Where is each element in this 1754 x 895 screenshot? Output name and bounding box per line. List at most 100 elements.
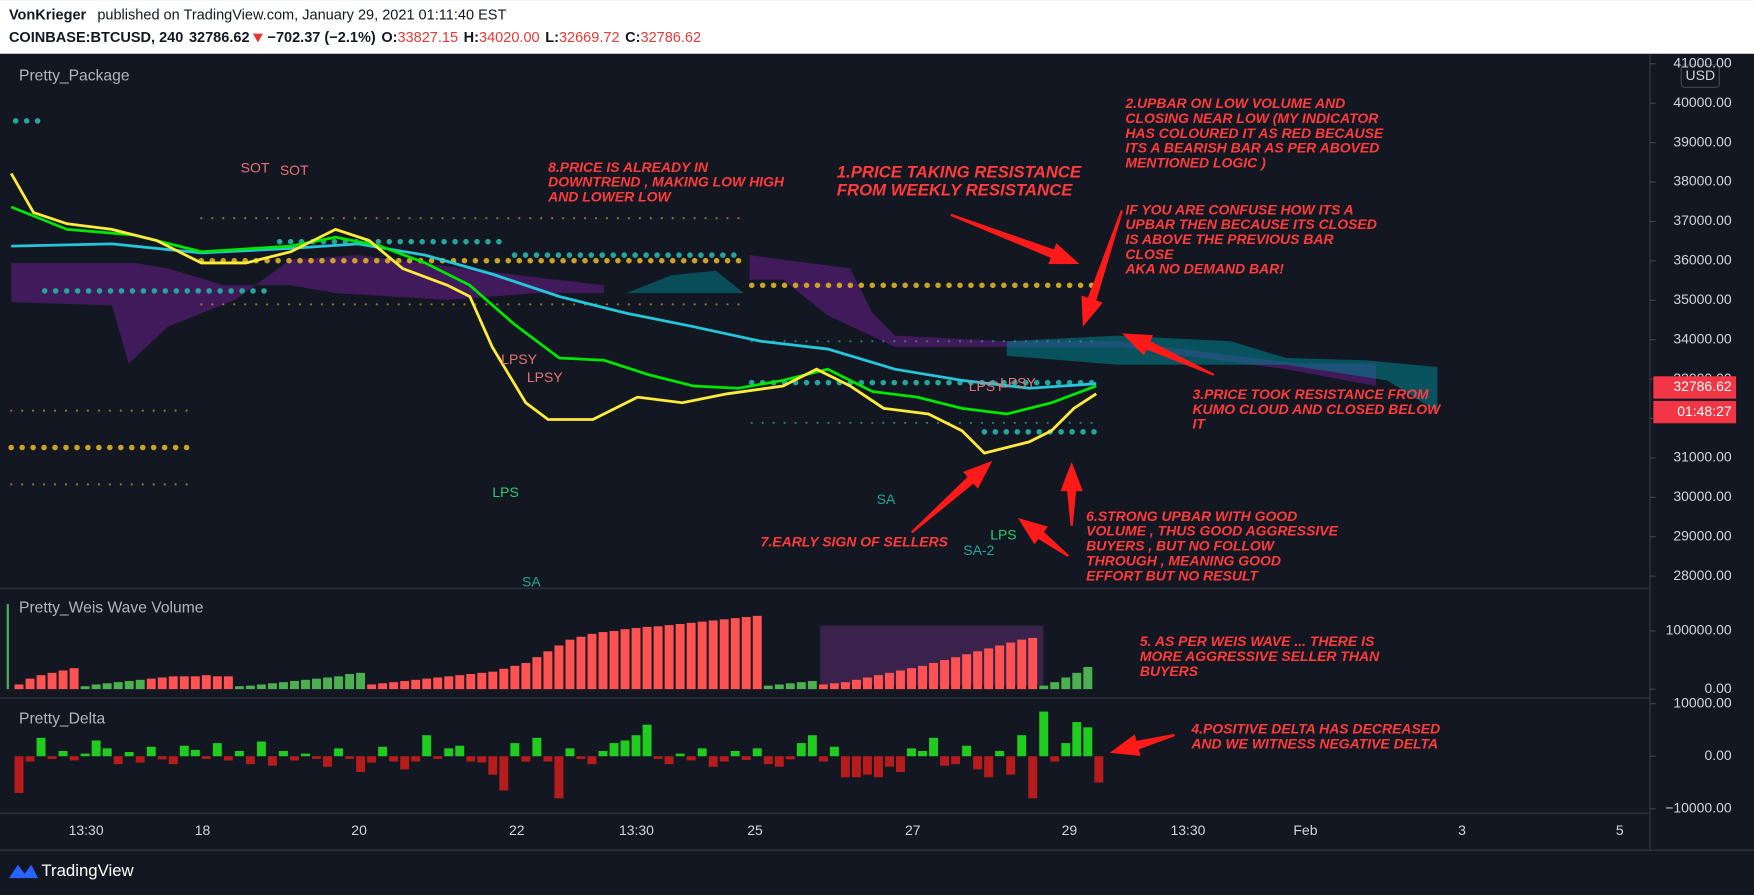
pane-title: Pretty_Package <box>19 67 130 84</box>
delta-bar <box>422 735 432 757</box>
volume-bar <box>873 675 883 690</box>
delta-bar <box>719 756 729 762</box>
delta-bar <box>256 741 266 757</box>
brand: TradingView <box>41 861 134 880</box>
volume-bar <box>455 675 465 690</box>
volume-bar <box>962 654 972 690</box>
arrow <box>1109 733 1175 756</box>
volume-edge-bar <box>6 604 9 690</box>
delta-bar <box>1083 727 1093 757</box>
volume-bar <box>631 628 641 690</box>
volume-bar <box>422 678 432 690</box>
delta-bar <box>411 756 421 762</box>
h-label: H: <box>464 30 479 46</box>
delta-bar <box>290 756 299 761</box>
volume-bar <box>675 623 685 690</box>
annotation-line: FROM WEEKLY RESISTANCE <box>837 181 1073 200</box>
time-tick-label: 27 <box>905 822 921 838</box>
time-tick-label: 3 <box>1458 822 1466 838</box>
delta-bar <box>653 756 663 759</box>
pane-title: Pretty_Delta <box>19 710 105 727</box>
dot-levels <box>8 118 1105 486</box>
volume-bar <box>543 651 553 690</box>
delta-bar <box>543 756 553 762</box>
published: published on TradingView.com, January 29… <box>97 8 506 24</box>
volume-bar <box>345 673 355 690</box>
time-tick-label: 22 <box>509 822 525 838</box>
o-label: O: <box>381 30 397 46</box>
delta-bar <box>455 745 465 757</box>
delta-bar <box>36 737 46 757</box>
volume-bar <box>278 682 288 690</box>
volume-bar <box>256 684 266 690</box>
volume-bar <box>896 670 905 690</box>
delta-bar <box>774 756 784 767</box>
currency-badge <box>1680 64 1720 88</box>
volume-bar <box>411 679 421 690</box>
last-price-badge <box>1653 376 1737 399</box>
delta-bar <box>697 748 707 757</box>
volume-bar <box>785 683 795 690</box>
delta-bar <box>587 756 597 765</box>
volume-bar <box>752 615 762 690</box>
annotation-line: 2.UPBAR ON LOW VOLUME AND <box>1124 95 1345 111</box>
delta-bar <box>995 750 1005 757</box>
ma-line <box>10 205 1097 416</box>
countdown-badge <box>1653 400 1737 424</box>
delta-bar <box>345 756 355 759</box>
volume-bar <box>708 620 718 690</box>
delta-bar <box>962 745 972 757</box>
annotation-line: VOLUME , THUS GOOD AGGRESSIVE <box>1086 522 1338 538</box>
signal-label: SA <box>522 574 541 590</box>
time-tick-label: 13:30 <box>1170 822 1205 838</box>
delta-bar <box>730 750 740 757</box>
volume-bar <box>157 677 167 690</box>
volume-bar <box>168 676 178 690</box>
price-tick-label: 31000.00 <box>1673 449 1731 465</box>
volume-bar <box>918 665 928 690</box>
arrow <box>1081 209 1124 327</box>
delta-bar <box>851 756 861 778</box>
volume-bar <box>190 676 200 690</box>
annotation-line: THROUGH , MEANING GOOD <box>1086 552 1281 568</box>
price-tick-label: 39000.00 <box>1673 133 1731 149</box>
volume-bar <box>1039 685 1049 690</box>
annotation: 8.PRICE IS ALREADY IN DOWNTREND , MAKING … <box>547 159 785 205</box>
annotation-line: CLOSING NEAR LOW (MY INDICATOR <box>1125 110 1378 126</box>
volume-bar <box>719 619 729 690</box>
author: VonKrieger <box>9 8 87 24</box>
annotation-line: BUYERS <box>1140 663 1199 679</box>
delta-bar <box>1039 711 1049 757</box>
volume-tick-label: 100000.00 <box>1666 622 1732 638</box>
volume-bar <box>609 630 619 690</box>
kumo-cloud <box>749 255 1376 386</box>
delta-bar <box>785 756 795 760</box>
delta-bar <box>829 746 839 757</box>
volume-bar <box>598 632 608 690</box>
volume-bar <box>620 629 630 690</box>
delta-bar <box>201 756 211 759</box>
logo <box>8 864 39 879</box>
volume-bar <box>80 686 90 690</box>
delta-bar <box>334 748 344 757</box>
delta-bar <box>433 756 443 759</box>
volume-bar <box>995 645 1005 690</box>
annotation-line: BUYERS , BUT NO FOLLOW <box>1086 537 1276 553</box>
kumo-cloud <box>1006 335 1438 412</box>
annotation-line: 4.POSITIVE DELTA HAS DECREASED <box>1190 720 1440 736</box>
price-tick-label: 34000.00 <box>1673 330 1731 346</box>
volume-bar <box>851 679 861 690</box>
volume-bar <box>69 668 79 690</box>
delta-bar <box>521 756 531 762</box>
time-tick-label: Feb <box>1293 822 1317 838</box>
volume-bar <box>929 662 939 690</box>
delta-bar <box>301 753 310 757</box>
delta-bar <box>278 750 288 757</box>
delta-bar <box>113 756 123 765</box>
volume-bar <box>334 676 344 690</box>
currency: USD <box>1686 67 1716 83</box>
signal-label: LPS <box>492 484 518 500</box>
delta-bar <box>234 750 244 757</box>
delta-bar <box>367 756 377 763</box>
annotation-line: IS ABOVE THE PREVIOUS BAR <box>1125 231 1333 247</box>
